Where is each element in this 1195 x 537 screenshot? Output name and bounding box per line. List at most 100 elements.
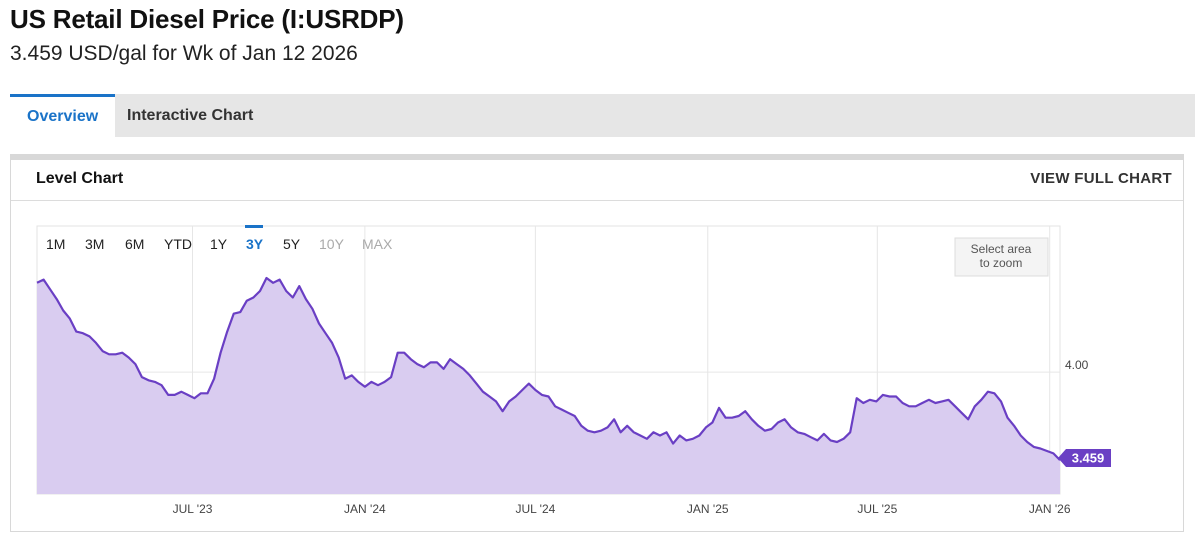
data-point xyxy=(49,288,51,290)
data-point xyxy=(797,431,799,433)
data-point xyxy=(325,332,327,334)
data-point xyxy=(875,400,877,402)
data-point xyxy=(987,391,989,393)
data-point xyxy=(587,430,589,432)
x-tick-label: JUL '25 xyxy=(857,502,897,516)
data-point xyxy=(102,350,104,352)
data-point xyxy=(574,415,576,417)
data-point xyxy=(161,384,163,386)
data-point xyxy=(220,352,222,354)
data-point xyxy=(370,381,372,383)
data-point xyxy=(921,402,923,404)
data-point xyxy=(357,381,359,383)
last-value-badge-bg xyxy=(1058,449,1111,468)
data-point xyxy=(377,384,379,386)
tab-bar: Overview Interactive Chart xyxy=(10,94,1195,137)
data-point xyxy=(390,376,392,378)
range-button-3m[interactable]: 3M xyxy=(85,236,104,252)
range-selector: 1M 3M 6M YTD 1Y 3Y 5Y 10Y MAX xyxy=(46,225,393,252)
data-point xyxy=(141,376,143,378)
view-full-chart-link[interactable]: VIEW FULL CHART xyxy=(1030,170,1172,187)
data-point xyxy=(738,415,740,417)
data-point xyxy=(679,435,681,437)
data-point xyxy=(607,426,609,428)
y-axis-labels: 4.00 xyxy=(1065,358,1089,372)
range-button-1y[interactable]: 1Y xyxy=(210,236,228,252)
data-point xyxy=(698,435,700,437)
data-point xyxy=(69,318,71,320)
data-point xyxy=(1000,400,1002,402)
data-point xyxy=(672,443,674,445)
data-point xyxy=(711,422,713,424)
data-point xyxy=(967,418,969,420)
range-button-ytd[interactable]: YTD xyxy=(164,236,192,252)
price-line-series xyxy=(36,276,1061,461)
data-point xyxy=(580,425,582,427)
range-button-3y[interactable]: 3Y xyxy=(246,236,264,252)
data-point xyxy=(869,399,871,401)
data-point xyxy=(548,396,550,398)
range-button-10y: 10Y xyxy=(319,236,345,252)
data-point xyxy=(364,386,366,388)
data-point xyxy=(829,439,831,441)
data-point xyxy=(948,399,950,401)
data-point xyxy=(685,439,687,441)
data-point xyxy=(115,353,117,355)
data-point xyxy=(36,282,38,284)
data-point xyxy=(259,290,261,292)
data-point xyxy=(75,331,77,333)
range-button-1m[interactable]: 1M xyxy=(46,236,65,252)
data-point xyxy=(128,357,130,359)
data-point xyxy=(252,296,254,298)
data-point xyxy=(915,405,917,407)
data-point xyxy=(810,436,812,438)
range-active-indicator xyxy=(245,225,263,228)
data-point xyxy=(285,290,287,292)
data-point xyxy=(633,431,635,433)
data-point xyxy=(174,394,176,396)
data-point xyxy=(908,405,910,407)
data-point xyxy=(934,402,936,404)
page-title: US Retail Diesel Price (I:USRDP) xyxy=(10,4,404,34)
data-point xyxy=(613,418,615,420)
data-point xyxy=(652,431,654,433)
data-point xyxy=(528,383,530,385)
tab-interactive-chart[interactable]: Interactive Chart xyxy=(127,107,254,124)
data-point xyxy=(121,352,123,354)
data-point xyxy=(836,441,838,443)
data-point xyxy=(816,439,818,441)
zoom-hint-bg xyxy=(954,237,1049,277)
data-point xyxy=(344,378,346,380)
x-tick-label: JAN '25 xyxy=(687,502,729,516)
tab-overview[interactable]: Overview xyxy=(10,94,116,137)
data-point xyxy=(843,438,845,440)
data-point xyxy=(311,308,313,310)
data-point xyxy=(784,418,786,420)
data-point xyxy=(974,405,976,407)
data-point xyxy=(351,374,353,376)
data-point xyxy=(823,433,825,435)
data-point xyxy=(954,405,956,407)
data-point xyxy=(567,412,569,414)
data-point xyxy=(436,361,438,363)
data-point xyxy=(764,430,766,432)
range-button-5y[interactable]: 5Y xyxy=(283,236,301,252)
data-point xyxy=(1013,425,1015,427)
data-point xyxy=(397,352,399,354)
data-point xyxy=(167,394,169,396)
x-axis-labels: JUL '23 JAN '24 JUL '24 JAN '25 JUL '25 JAN '… xyxy=(173,502,1071,516)
data-point xyxy=(639,435,641,437)
data-point xyxy=(521,389,523,391)
range-button-6m[interactable]: 6M xyxy=(125,236,144,252)
data-point xyxy=(902,402,904,404)
data-point xyxy=(207,392,209,394)
data-point xyxy=(1026,441,1028,443)
data-point xyxy=(770,428,772,430)
data-point xyxy=(515,396,517,398)
data-point xyxy=(895,396,897,398)
data-point xyxy=(554,405,556,407)
data-point xyxy=(1039,448,1041,450)
data-point xyxy=(298,285,300,287)
